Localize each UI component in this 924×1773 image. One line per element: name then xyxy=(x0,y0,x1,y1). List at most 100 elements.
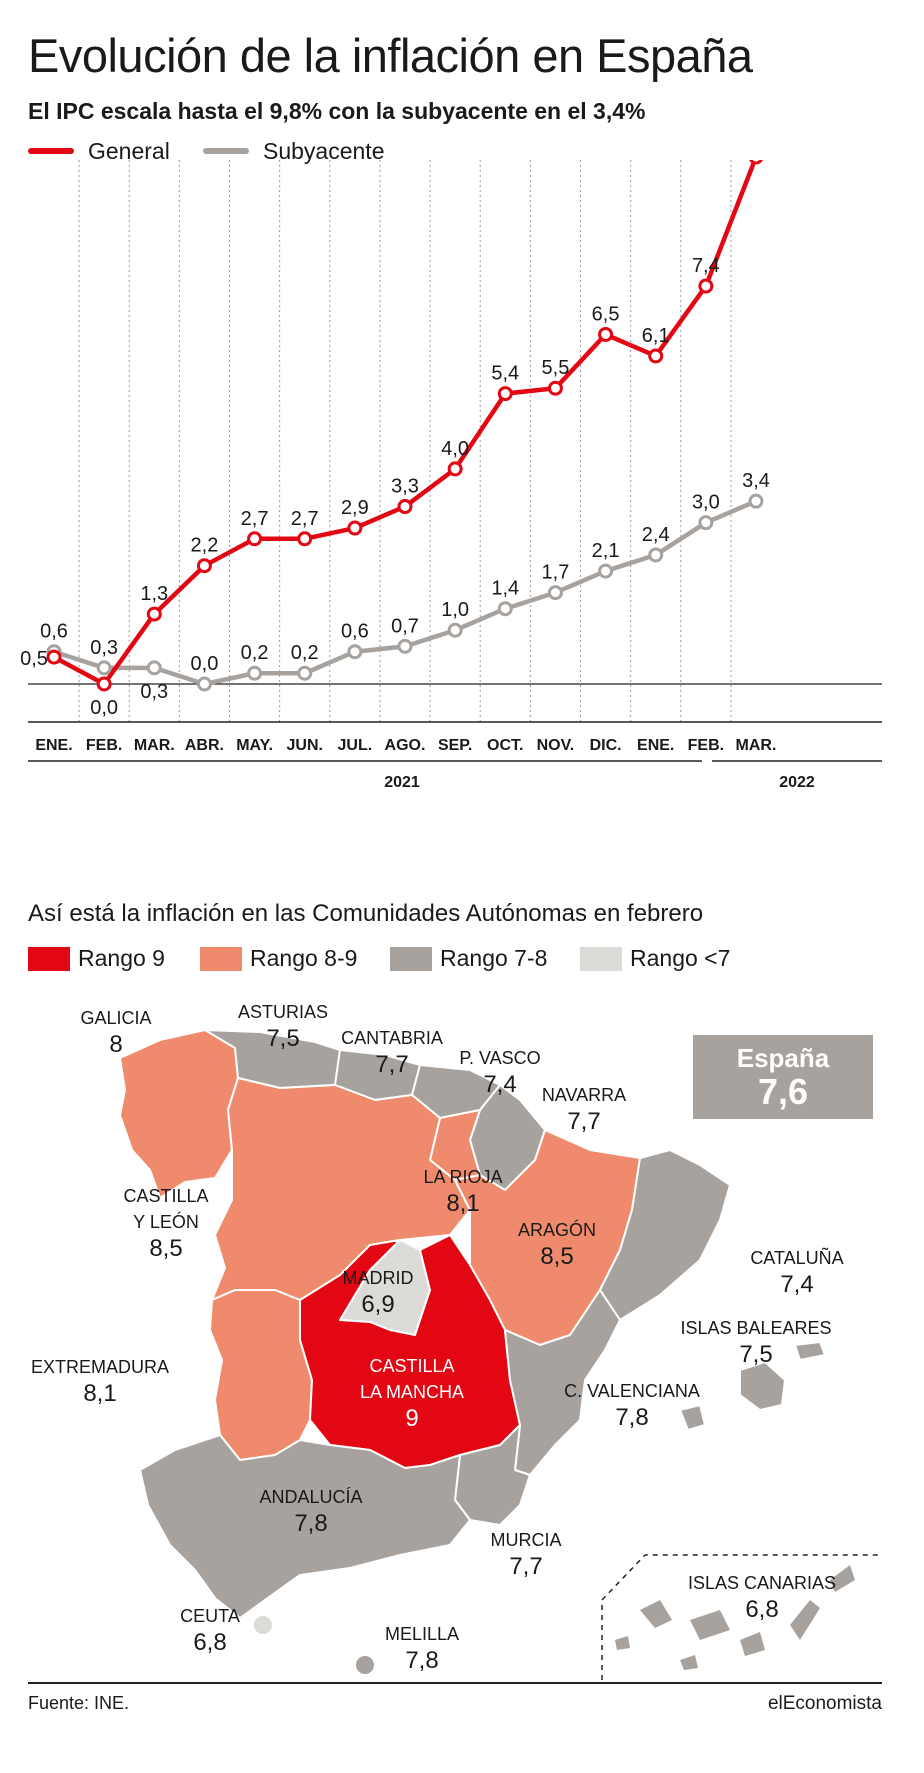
series-line-general xyxy=(52,160,758,687)
data-label-general: 6,1 xyxy=(642,325,670,347)
value-asturias: 7,5 xyxy=(266,1025,299,1052)
data-label-general: 7,4 xyxy=(692,255,720,277)
range-lt7-swatch xyxy=(580,946,622,971)
spain-value: 7,6 xyxy=(757,1071,809,1112)
data-label-general: 6,5 xyxy=(592,303,620,325)
data-label-general: 2,9 xyxy=(341,497,369,519)
data-label-subyacente: 0,7 xyxy=(391,615,419,637)
value-melilla: 7,8 xyxy=(405,1647,438,1674)
data-label-general: 0,0 xyxy=(90,697,118,719)
year-label-2022: 2022 xyxy=(779,774,815,791)
value-baleares: 7,5 xyxy=(739,1341,772,1368)
data-label-subyacente: 0,2 xyxy=(241,642,269,664)
data-label-subyacente: 1,4 xyxy=(491,578,519,600)
legend-subyacente-swatch xyxy=(203,148,249,154)
value-cantabria: 7,7 xyxy=(375,1051,408,1078)
data-label-subyacente: 0,3 xyxy=(90,637,118,659)
x-tick-label: JUN. xyxy=(286,737,322,754)
x-tick-label: SEP. xyxy=(438,737,472,754)
range-lt7-label: Rango <7 xyxy=(630,945,731,971)
data-label-subyacente: 2,1 xyxy=(592,540,620,562)
x-tick-label: AGO. xyxy=(385,737,426,754)
chart-subtitle: El IPC escala hasta el 9,8% con la subya… xyxy=(28,98,646,124)
label-cataluna: CATALUÑA xyxy=(750,1247,843,1268)
data-label-subyacente: 0,2 xyxy=(291,642,319,664)
value-extremadura: 8,1 xyxy=(83,1380,116,1407)
range-legend-7-8: Rango 7-8 xyxy=(390,945,547,972)
value-cvalenciana: 7,8 xyxy=(615,1404,648,1431)
point-subyacente xyxy=(247,665,263,681)
point-general xyxy=(497,386,513,402)
x-tick-label: DIC. xyxy=(590,737,622,754)
point-general xyxy=(247,531,263,547)
x-tick-label: JUL. xyxy=(338,737,373,754)
melilla-marker xyxy=(356,1656,374,1674)
data-label-subyacente: 1,0 xyxy=(441,599,469,621)
data-label-general: 2,2 xyxy=(191,535,219,557)
value-ceuta: 6,8 xyxy=(193,1629,226,1656)
label-cantabria: CANTABRIA xyxy=(341,1028,443,1048)
region-canarias xyxy=(615,1565,855,1670)
chart-title: Evolución de la inflación en España xyxy=(28,29,753,82)
value-andalucia: 7,8 xyxy=(294,1510,327,1537)
data-label-general: 5,4 xyxy=(491,363,519,385)
value-madrid: 6,9 xyxy=(361,1291,394,1318)
legend-general-label: General xyxy=(88,137,170,164)
spain-map: GALICIA 8 ASTURIAS 7,5 CANTABRIA 7,7 P. … xyxy=(31,1002,882,1680)
data-label-subyacente: 0,6 xyxy=(40,621,68,643)
label-galicia: GALICIA xyxy=(80,1008,151,1028)
point-general xyxy=(447,461,463,477)
x-tick-label: ENE. xyxy=(637,737,674,754)
label-cvalenciana: C. VALENCIANA xyxy=(564,1381,700,1401)
data-label-general: 3,3 xyxy=(391,476,419,498)
region-andalucia xyxy=(139,1434,471,1619)
x-tick-label: OCT. xyxy=(487,737,523,754)
range-9-swatch xyxy=(28,946,70,971)
label-castillalamancha-2: LA MANCHA xyxy=(360,1382,464,1402)
value-cataluna: 7,4 xyxy=(780,1271,813,1298)
brand-logo: elEconomista xyxy=(767,1693,882,1714)
data-label-general: 2,7 xyxy=(241,508,269,530)
point-general xyxy=(648,348,664,364)
label-murcia: MURCIA xyxy=(491,1530,562,1550)
point-subyacente xyxy=(397,638,413,654)
data-label-general: 5,5 xyxy=(542,357,570,379)
label-castillalamancha: CASTILLA xyxy=(369,1356,454,1376)
legend-general-swatch xyxy=(28,148,74,154)
value-larioja: 8,1 xyxy=(446,1190,479,1217)
point-general xyxy=(196,558,212,574)
point-general xyxy=(598,326,614,342)
region-baleares xyxy=(739,1361,786,1411)
point-subyacente xyxy=(497,601,513,617)
value-pvasco: 7,4 xyxy=(483,1071,516,1098)
data-label-subyacente: 3,4 xyxy=(742,470,770,492)
point-subyacente xyxy=(447,622,463,638)
x-tick-label: FEB. xyxy=(688,737,724,754)
point-subyacente xyxy=(748,493,764,509)
range-legend-8-9: Rango 8-9 xyxy=(200,945,357,972)
legend-subyacente: Subyacente xyxy=(203,136,384,166)
x-tick-label: ABR. xyxy=(185,737,224,754)
value-aragon: 8,5 xyxy=(540,1243,573,1270)
data-label-subyacente: 1,7 xyxy=(542,562,570,584)
x-tick-label: MAR. xyxy=(134,737,175,754)
region-baleares-menorca xyxy=(794,1341,826,1361)
point-subyacente xyxy=(547,585,563,601)
label-larioja: LA RIOJA xyxy=(423,1167,502,1187)
label-castillayleon: CASTILLA xyxy=(123,1186,208,1206)
range-8-9-swatch xyxy=(200,946,242,971)
footer-rule xyxy=(28,1682,882,1684)
value-murcia: 7,7 xyxy=(509,1553,542,1580)
label-andalucia: ANDALUCÍA xyxy=(259,1487,362,1507)
label-asturias: ASTURIAS xyxy=(238,1002,328,1022)
point-general xyxy=(547,380,563,396)
point-general xyxy=(698,278,714,294)
x-tick-label: FEB. xyxy=(86,737,122,754)
point-subyacente xyxy=(698,515,714,531)
spain-label: España xyxy=(736,1043,830,1073)
region-baleares-ibiza xyxy=(679,1404,706,1431)
data-label-subyacente: 0,3 xyxy=(140,681,168,703)
data-label-general: 1,3 xyxy=(140,583,168,605)
value-castillalamancha: 9 xyxy=(405,1405,418,1432)
point-subyacente xyxy=(598,563,614,579)
